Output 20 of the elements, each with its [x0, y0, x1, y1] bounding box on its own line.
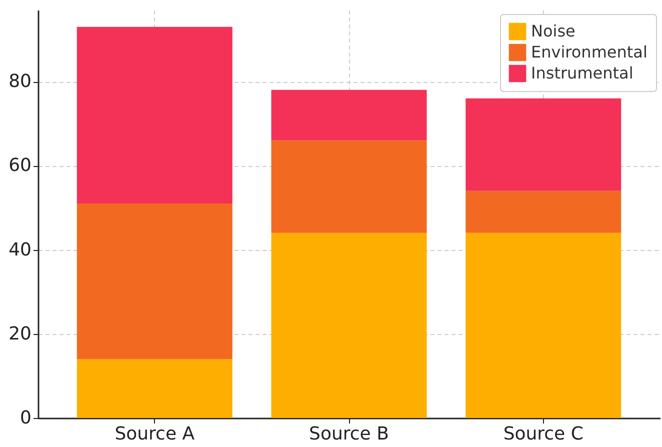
y-tick-label: 0 [20, 408, 32, 428]
y-tick-label: 60 [8, 155, 32, 176]
bar [76, 203, 232, 360]
legend-label: Instrumental [531, 64, 634, 82]
bar [271, 232, 427, 418]
legend-label: Noise [531, 22, 576, 40]
bar [466, 190, 622, 233]
bar [271, 90, 427, 140]
x-tick-label: Source B [309, 424, 389, 444]
x-tick-label: Source C [503, 424, 584, 444]
y-tick-label: 80 [8, 71, 32, 92]
legend-label: Environmental [531, 42, 648, 62]
bar [271, 140, 427, 233]
bar [466, 98, 622, 191]
x-tick-label: Source A [114, 424, 196, 444]
y-tick-label: 40 [8, 239, 32, 260]
bar [76, 26, 232, 204]
bar [466, 232, 622, 418]
bar [76, 359, 232, 418]
y-tick-label: 20 [8, 323, 32, 344]
